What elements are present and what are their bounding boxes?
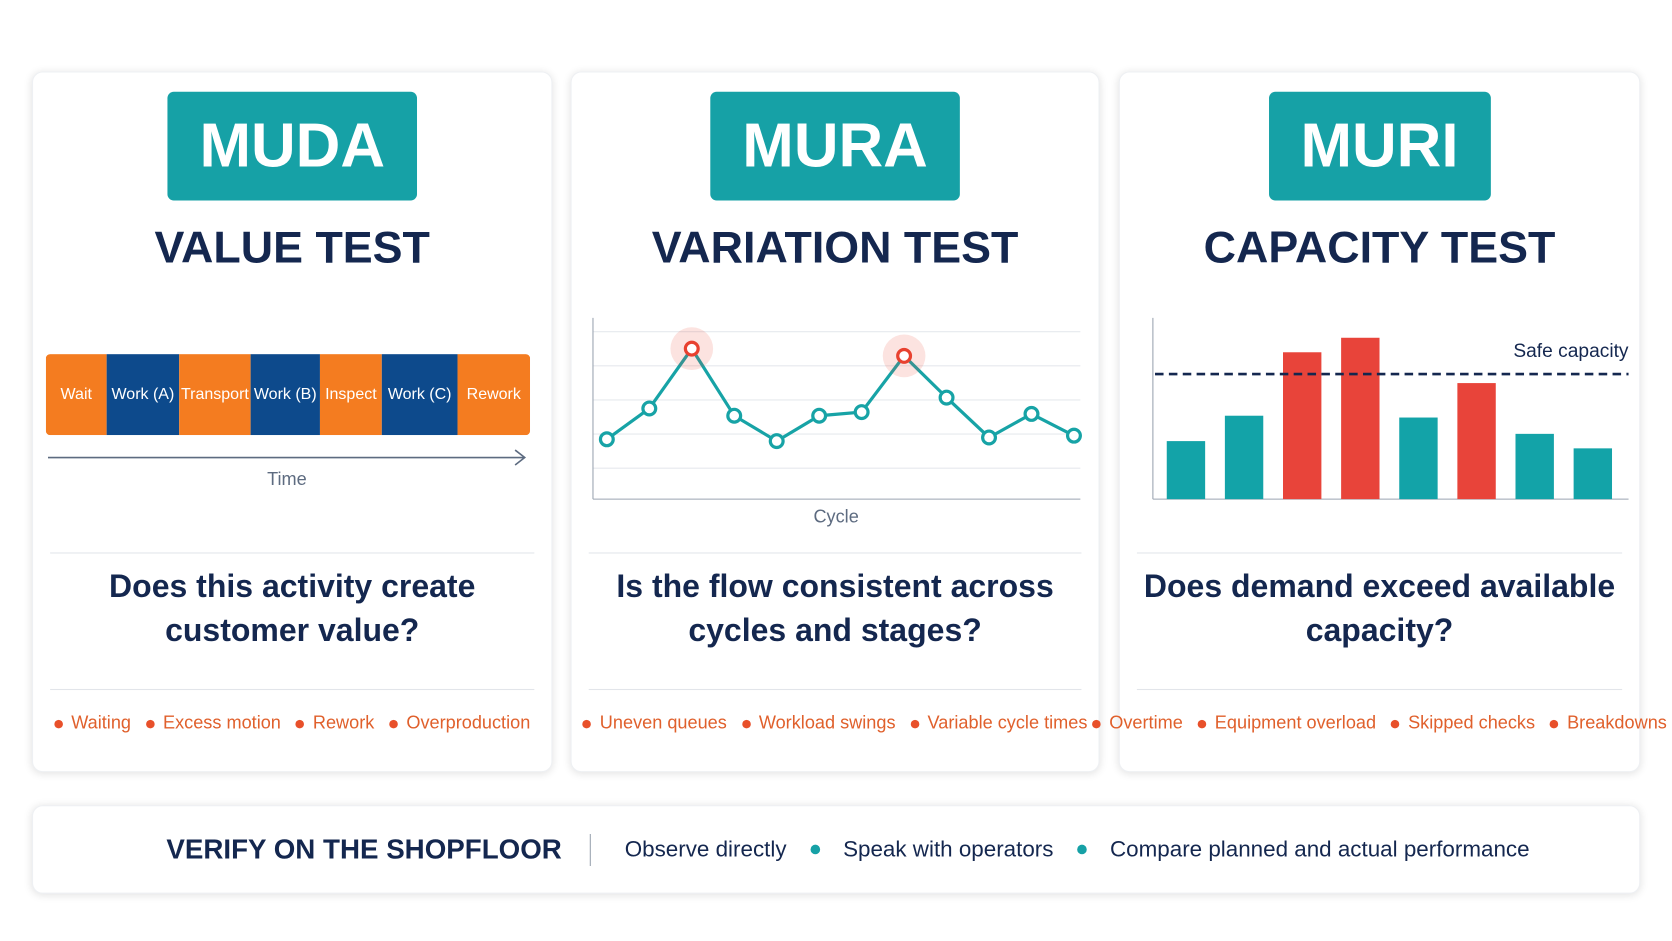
point — [1023, 405, 1040, 422]
separator — [589, 833, 591, 866]
chart: Safe capacity — [1152, 317, 1629, 500]
flow-strip: Wait Work (A) Transport Work (B) Inspect Work… — [45, 354, 531, 436]
point — [896, 347, 913, 364]
bar — [1282, 352, 1322, 500]
footer-item: Observe directly — [624, 836, 787, 862]
flow-segment: Inspect — [319, 354, 382, 436]
example: Rework — [296, 712, 374, 733]
flow-segment: Transport — [179, 354, 251, 436]
bar — [1224, 415, 1264, 500]
example: Overproduction — [389, 712, 530, 733]
card: MURA VARIATION TEST Is the flow consistent… — [570, 71, 1100, 773]
point — [641, 400, 658, 417]
divider — [588, 688, 1082, 691]
card-title: VALUE TEST — [154, 221, 430, 272]
question: Is the flow consistent across cycles and… — [616, 569, 1054, 649]
example: Variable cycle times — [910, 712, 1088, 733]
time-axis: Time — [47, 449, 527, 489]
chart: Cycle — [592, 317, 1082, 527]
bar — [1399, 417, 1438, 500]
examples: Waiting Excess motion Rework Overproduction — [37, 712, 547, 733]
threshold-label: Safe capacity — [1513, 341, 1629, 362]
footer: VERIFY ON THE SHOPFLOOR Observe directly S… — [31, 805, 1641, 894]
bar — [1341, 337, 1380, 500]
dot — [1076, 844, 1087, 855]
point — [598, 431, 615, 448]
example: Waiting — [54, 712, 131, 733]
axis-label: Cycle — [813, 507, 858, 527]
point — [1065, 427, 1082, 444]
divider — [588, 552, 1082, 554]
badge: MURI — [1268, 91, 1491, 201]
point — [811, 407, 828, 424]
example: Uneven queues — [583, 712, 727, 733]
point — [768, 433, 785, 450]
question: Does demand exceed available capacity? — [1143, 569, 1616, 649]
point — [683, 340, 700, 357]
example: Workload swings — [742, 712, 896, 733]
card-title: CAPACITY TEST — [1203, 221, 1556, 272]
axis-label: Time — [267, 469, 307, 489]
arrow-head — [514, 449, 527, 466]
footer-item: Speak with operators — [843, 836, 1054, 862]
example: Excess motion — [146, 712, 281, 733]
point — [726, 407, 743, 424]
card: MURI CAPACITY TEST Does demand exceed avai… — [1109, 71, 1667, 773]
flow-segment: Wait — [45, 354, 107, 436]
dot — [810, 844, 820, 855]
bar — [1166, 441, 1206, 500]
example: Skipped checks — [1391, 712, 1535, 733]
question: Does this activity create customer value… — [109, 569, 476, 649]
example: Equipment overload — [1198, 712, 1376, 733]
line — [605, 345, 1075, 443]
examples: Uneven queues Workload swings Variable cyc… — [576, 712, 1094, 733]
card-title: VARIATION TEST — [651, 221, 1019, 272]
badge: MUDA — [167, 91, 417, 201]
divider — [50, 552, 535, 554]
flow-segment: Work (C) — [381, 354, 458, 436]
flow-segment: Work (A) — [106, 354, 180, 436]
card: MUDA VALUE TEST Does this activity create … — [31, 71, 553, 773]
point — [981, 429, 998, 446]
footer-title: VERIFY ON THE SHOPFLOOR — [166, 832, 562, 865]
badge: MURA — [710, 91, 960, 201]
footer-item: Compare planned and actual performance — [1109, 836, 1530, 862]
example: Overtime — [1092, 712, 1183, 733]
divider — [1136, 688, 1623, 691]
flow-segment: Rework — [457, 354, 531, 436]
examples: Overtime Equipment overload Skipped checks… — [1109, 712, 1667, 733]
flow-segment: Work (B) — [250, 354, 320, 436]
bar — [1515, 433, 1554, 500]
divider — [50, 688, 535, 691]
bar — [1457, 383, 1496, 500]
divider — [1136, 552, 1623, 554]
example: Breakdowns — [1550, 712, 1667, 733]
bar — [1573, 448, 1613, 500]
point — [853, 404, 870, 421]
point — [938, 389, 955, 406]
